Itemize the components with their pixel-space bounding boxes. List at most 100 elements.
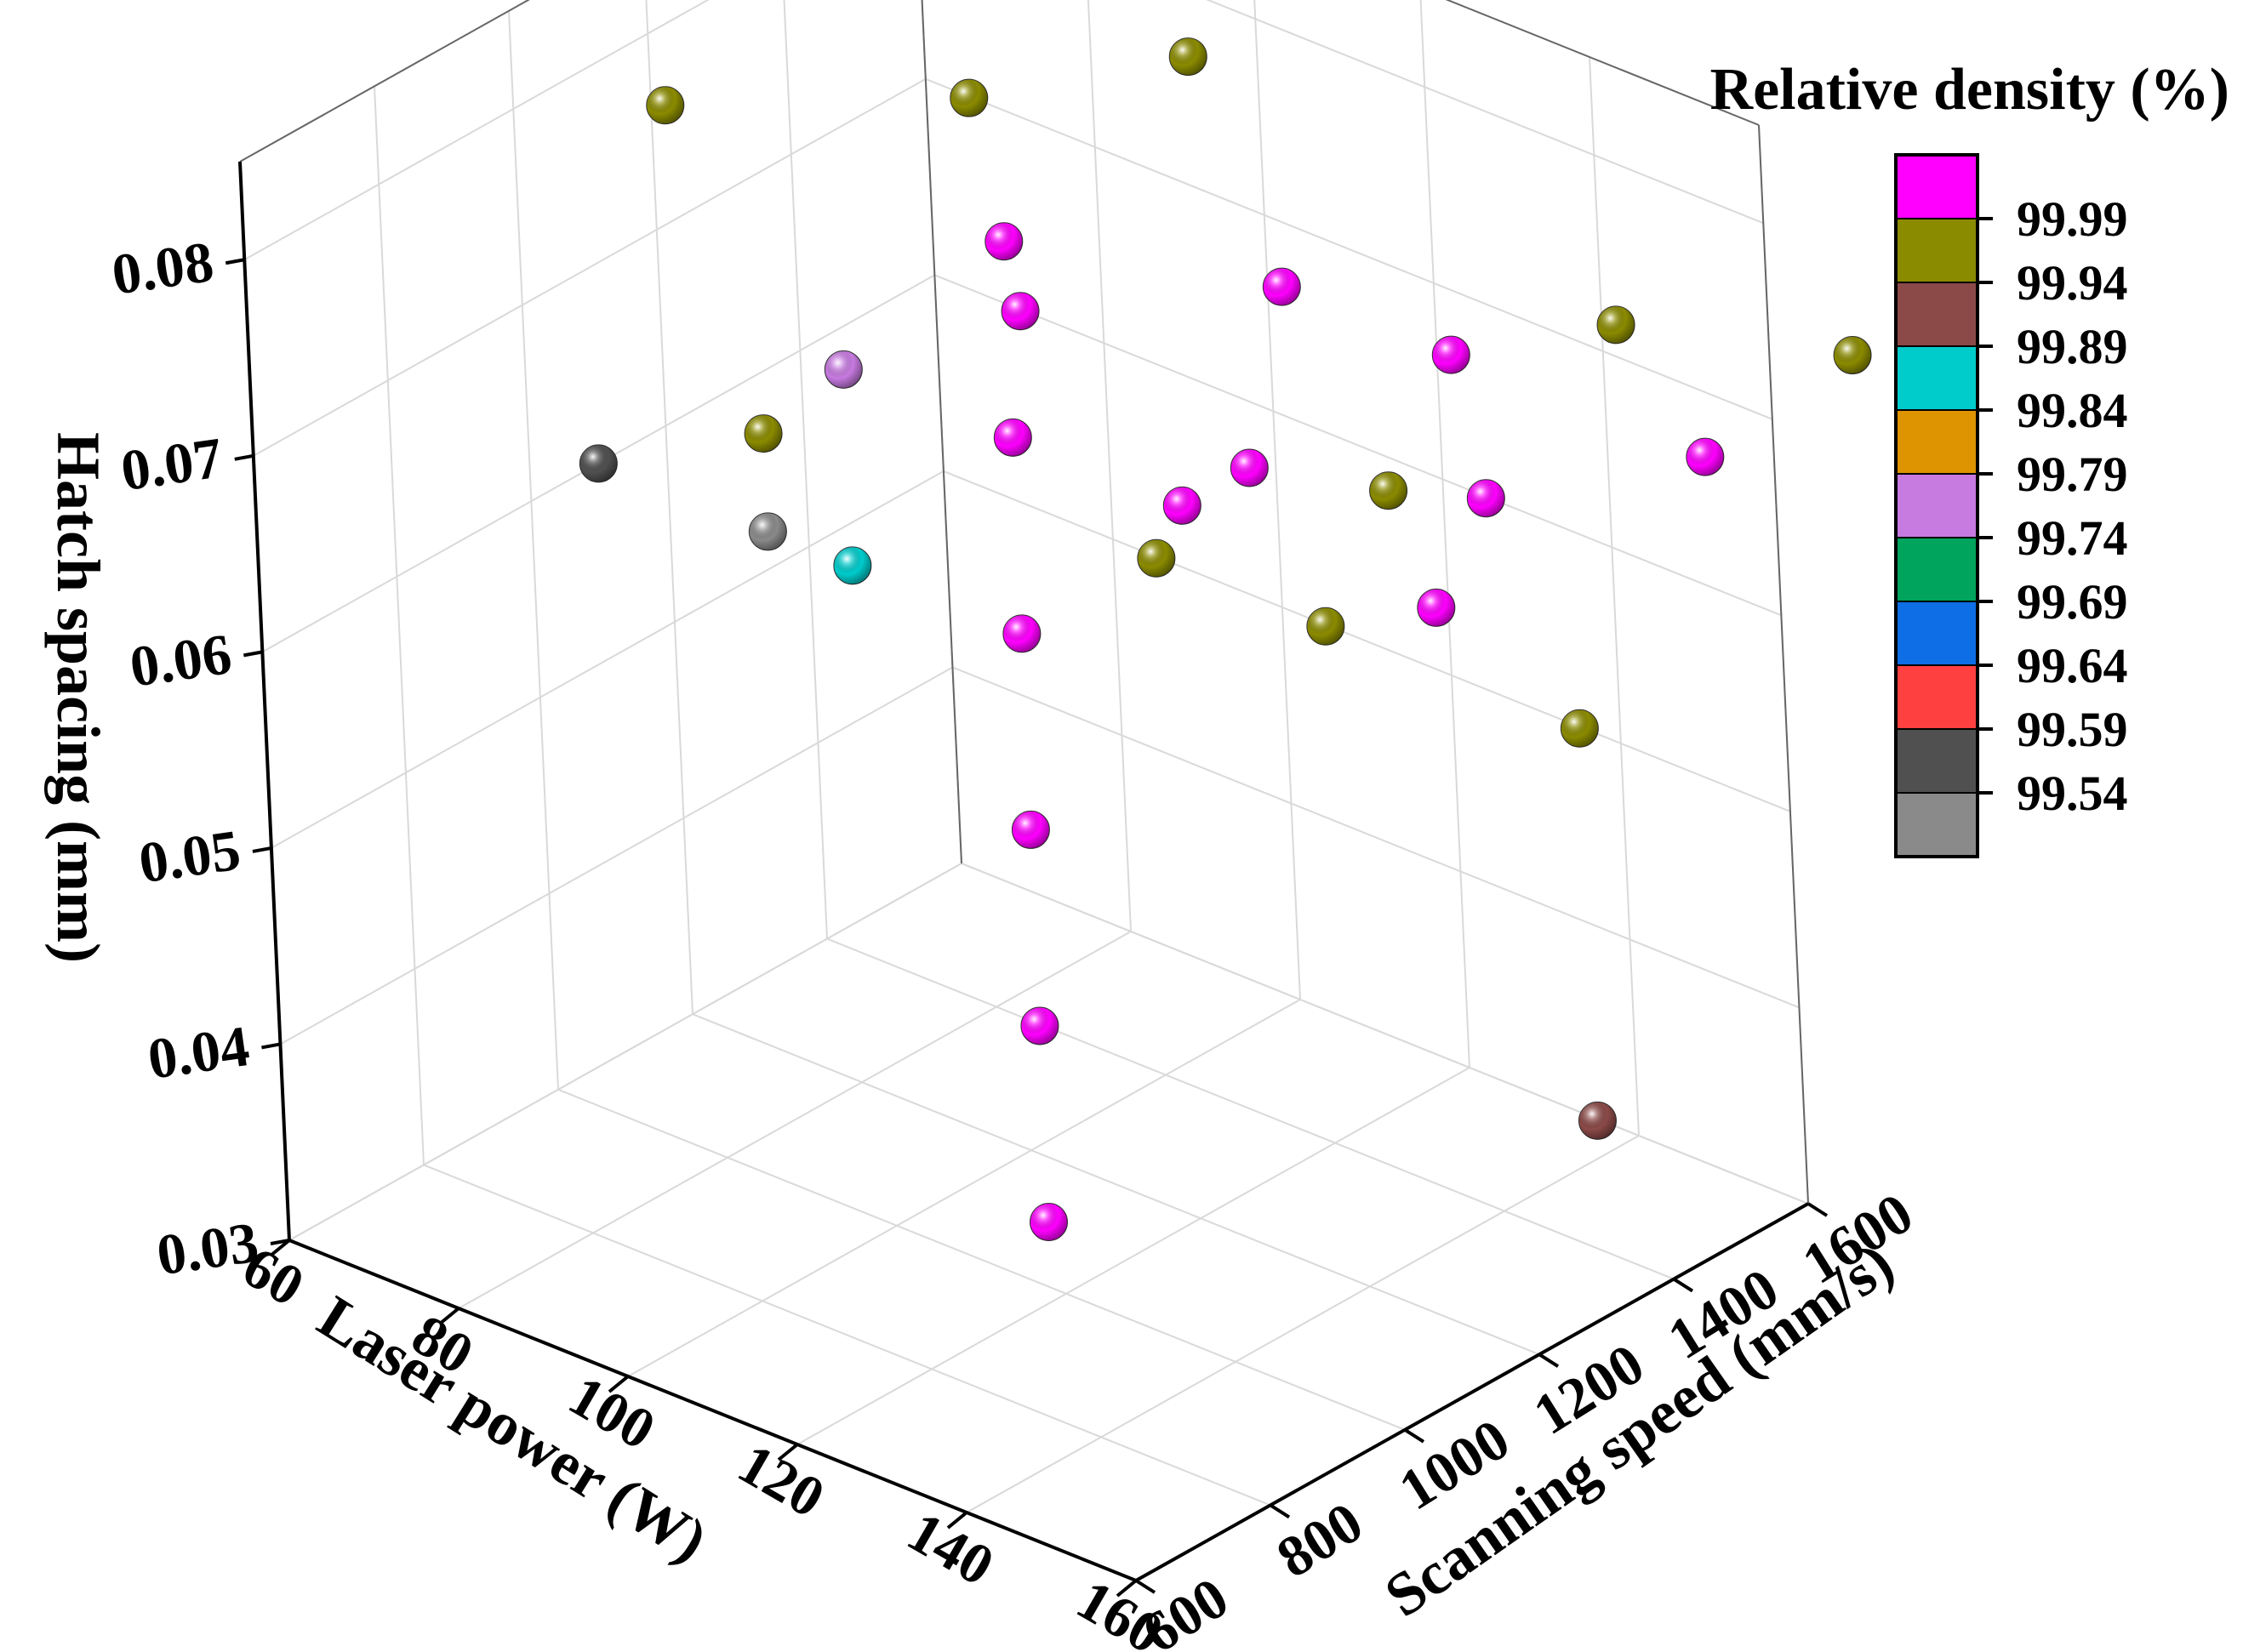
data-point-shade: [994, 419, 1032, 457]
data-point: [824, 350, 863, 389]
legend-swatch: [1895, 473, 1978, 538]
z-axis-title: Hatch spacing (mm): [44, 432, 112, 963]
data-point: [1306, 607, 1345, 646]
x-tick: [608, 1375, 630, 1393]
wall-grid-line: [921, 0, 962, 864]
data-point-shade: [1230, 449, 1269, 487]
data-point-shade: [1169, 37, 1207, 76]
data-point: [579, 444, 618, 483]
data-point: [1137, 538, 1176, 578]
data-point: [1002, 614, 1042, 653]
x-tick: [1116, 1579, 1138, 1598]
wall-grid-line: [374, 86, 425, 1165]
legend-swatch: [1895, 537, 1978, 602]
data-point-shade: [1137, 539, 1175, 578]
x-tick: [946, 1511, 968, 1530]
z-axis-line: [238, 161, 291, 1241]
z-tick: [270, 1239, 290, 1245]
data-point-shade: [1467, 479, 1505, 517]
wall-grid-line: [1589, 56, 1640, 1136]
data-point: [1686, 437, 1725, 476]
legend-swatch: [1895, 409, 1978, 475]
y-tick: [1134, 1579, 1156, 1594]
data-point-shade: [1369, 471, 1407, 510]
x-tick-label: 140: [897, 1499, 1004, 1598]
z-tick-label: 0.03: [153, 1210, 262, 1288]
data-point-shade: [950, 79, 988, 117]
legend-swatch: [1895, 728, 1978, 794]
data-point: [1369, 471, 1408, 510]
y-tick: [1269, 1503, 1291, 1519]
legend-label: 99.54: [2017, 766, 2128, 821]
data-point-shade: [1686, 438, 1724, 476]
wall-grid-line: [1087, 0, 1132, 932]
legend-label: 99.74: [2017, 510, 2128, 566]
z-tick: [261, 1042, 281, 1050]
legend-swatch: [1895, 664, 1978, 730]
floor-grid-line: [796, 1067, 1470, 1445]
legend-frame: [1894, 153, 1979, 858]
wall-grid-line: [279, 666, 953, 1045]
floor-grid-line: [557, 1088, 1406, 1431]
legend-swatch: [1895, 218, 1978, 283]
data-point: [1162, 486, 1201, 525]
wall-grid-line: [933, 274, 1782, 617]
x-tick-label: 120: [728, 1431, 835, 1530]
data-point-shade: [745, 414, 783, 453]
legend-swatch: [1895, 154, 1978, 219]
data-point: [646, 86, 685, 125]
data-point: [1833, 336, 1872, 375]
x-tick: [269, 1239, 291, 1257]
data-point-shade: [1163, 487, 1201, 525]
frame-edge: [1445, 0, 1760, 126]
legend-label: 99.84: [2017, 383, 2128, 438]
wall-grid-line: [925, 77, 1773, 420]
data-point: [1596, 305, 1635, 345]
wall-grid-line: [961, 863, 1809, 1205]
data-point-shade: [1263, 268, 1301, 306]
y-tick: [1538, 1353, 1560, 1368]
data-point: [1466, 479, 1505, 518]
data-point: [1001, 292, 1040, 331]
y-tick-label: 800: [1265, 1490, 1373, 1591]
data-point-shade: [833, 546, 871, 584]
floor-grid-line: [826, 937, 1675, 1280]
data-point-shade: [1578, 1102, 1617, 1140]
wall-grid-line: [921, 0, 962, 864]
wall-grid-line: [783, 0, 828, 939]
wall-grid-line: [952, 666, 1800, 1009]
data-point-shade: [1002, 614, 1041, 652]
legend-label: 99.64: [2017, 638, 2128, 693]
data-point: [744, 414, 783, 453]
frame-edge: [239, 0, 530, 162]
data-point-shade: [1432, 336, 1470, 374]
y-tick: [1672, 1277, 1694, 1293]
data-point-shade: [1020, 1006, 1059, 1045]
legend-label: 99.94: [2017, 255, 2128, 310]
data-point-shade: [1306, 607, 1344, 646]
data-point: [1168, 37, 1207, 77]
x-tick: [777, 1443, 799, 1461]
x-axis-line: [288, 1239, 1137, 1582]
y-tick: [1403, 1428, 1425, 1444]
data-point: [1560, 709, 1599, 748]
data-point: [748, 512, 787, 551]
z-tick: [225, 258, 245, 265]
z-tick: [252, 846, 272, 853]
data-point: [985, 222, 1024, 261]
wall-grid-line: [508, 10, 559, 1090]
data-point: [1262, 267, 1301, 306]
data-point-shade: [1002, 292, 1040, 330]
data-point-shade: [1597, 305, 1635, 344]
data-point-shade: [646, 86, 684, 124]
data-point: [1011, 810, 1050, 849]
data-point: [1431, 335, 1470, 374]
data-point-shade: [1561, 709, 1599, 748]
legend-label: 99.89: [2017, 319, 2128, 374]
data-point-shade: [1012, 811, 1050, 849]
data-point-shade: [749, 512, 787, 550]
wall-grid-line: [288, 863, 962, 1241]
wall-grid-line: [645, 0, 693, 1015]
frame-edge: [921, 0, 962, 864]
